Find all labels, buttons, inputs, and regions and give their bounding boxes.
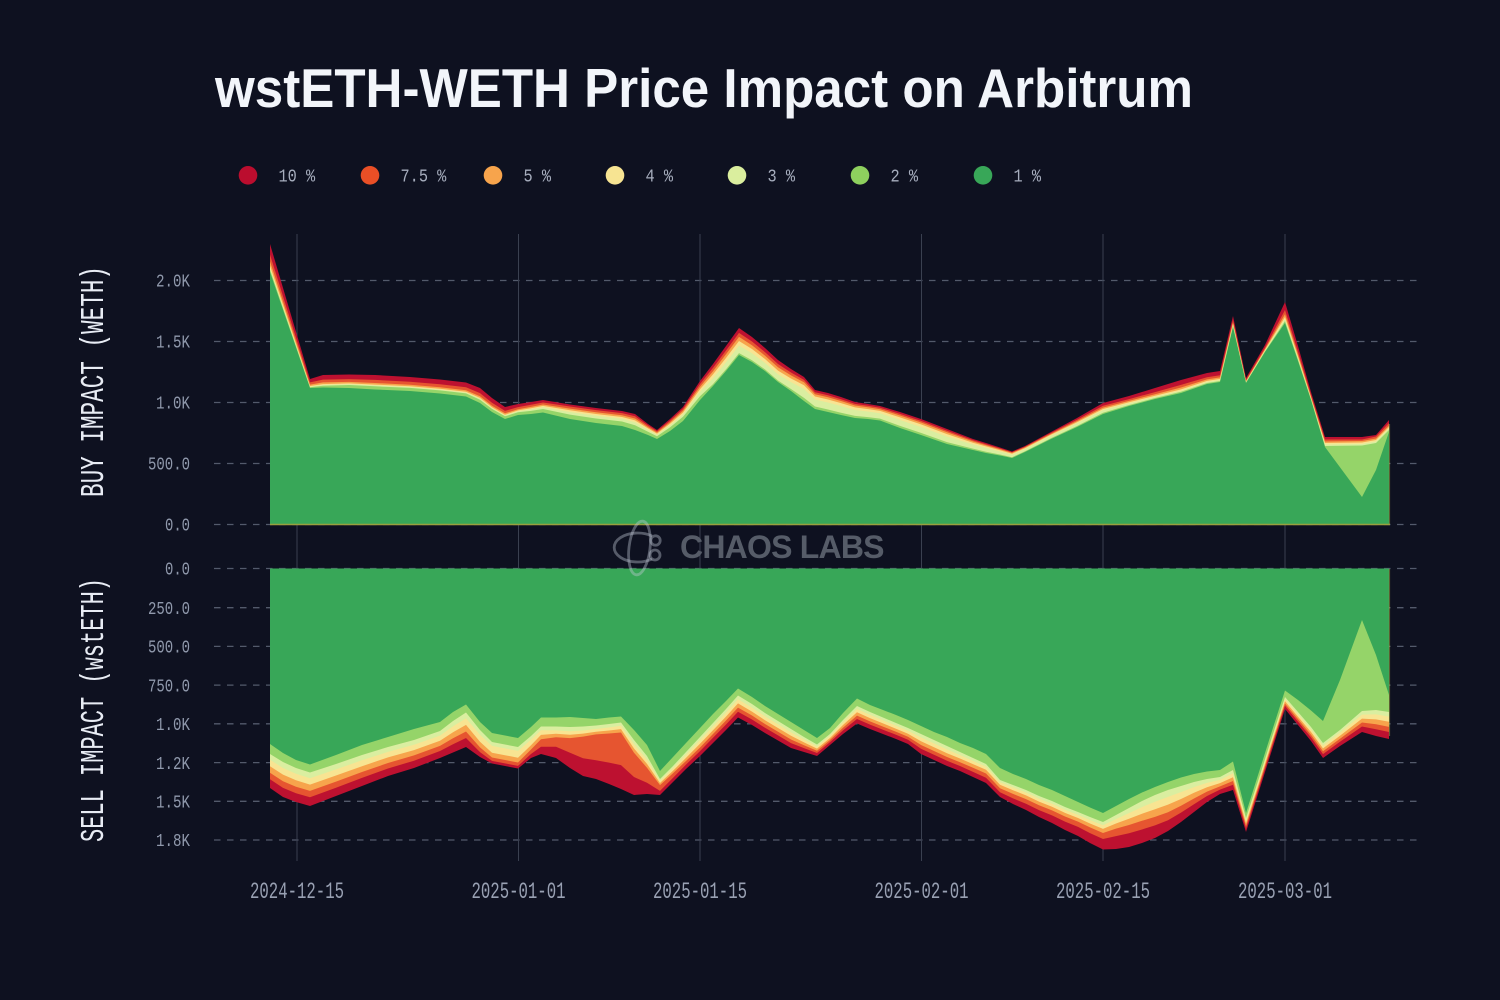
svg-text:3 %: 3 % bbox=[768, 168, 796, 188]
svg-text:4 %: 4 % bbox=[646, 168, 674, 188]
svg-text:1.5K: 1.5K bbox=[156, 794, 190, 814]
svg-text:BUY IMPACT (WETH): BUY IMPACT (WETH) bbox=[76, 266, 113, 497]
svg-text:2025-01-01: 2025-01-01 bbox=[472, 879, 566, 905]
svg-text:2.0K: 2.0K bbox=[156, 273, 190, 293]
svg-text:2 %: 2 % bbox=[891, 168, 919, 188]
svg-text:1.2K: 1.2K bbox=[156, 755, 190, 775]
svg-text:7.5 %: 7.5 % bbox=[401, 168, 447, 188]
svg-text:2025-01-15: 2025-01-15 bbox=[653, 879, 747, 905]
svg-text:2025-02-15: 2025-02-15 bbox=[1056, 879, 1150, 905]
svg-text:CHAOS LABS: CHAOS LABS bbox=[680, 529, 887, 565]
svg-text:1.8K: 1.8K bbox=[156, 832, 190, 852]
svg-text:2024-12-15: 2024-12-15 bbox=[250, 879, 344, 905]
svg-text:250.0: 250.0 bbox=[148, 600, 190, 620]
svg-text:1 %: 1 % bbox=[1014, 168, 1042, 188]
svg-text:10 %: 10 % bbox=[279, 168, 316, 188]
svg-text:wstETH-WETH Price Impact on Ar: wstETH-WETH Price Impact on Arbitrum bbox=[214, 57, 1193, 119]
svg-text:2025-02-01: 2025-02-01 bbox=[875, 879, 969, 905]
svg-text:0.0: 0.0 bbox=[165, 561, 190, 581]
svg-text:5 %: 5 % bbox=[524, 168, 552, 188]
svg-text:500.0: 500.0 bbox=[148, 456, 190, 476]
svg-text:750.0: 750.0 bbox=[148, 677, 190, 697]
svg-text:500.0: 500.0 bbox=[148, 639, 190, 659]
svg-text:1.0K: 1.0K bbox=[156, 395, 190, 415]
svg-text:0.0: 0.0 bbox=[165, 517, 190, 537]
svg-text:2025-03-01: 2025-03-01 bbox=[1238, 879, 1332, 905]
svg-text:SELL IMPACT (wstETH): SELL IMPACT (wstETH) bbox=[76, 578, 113, 842]
svg-text:1.5K: 1.5K bbox=[156, 334, 190, 354]
svg-text:1.0K: 1.0K bbox=[156, 716, 190, 736]
